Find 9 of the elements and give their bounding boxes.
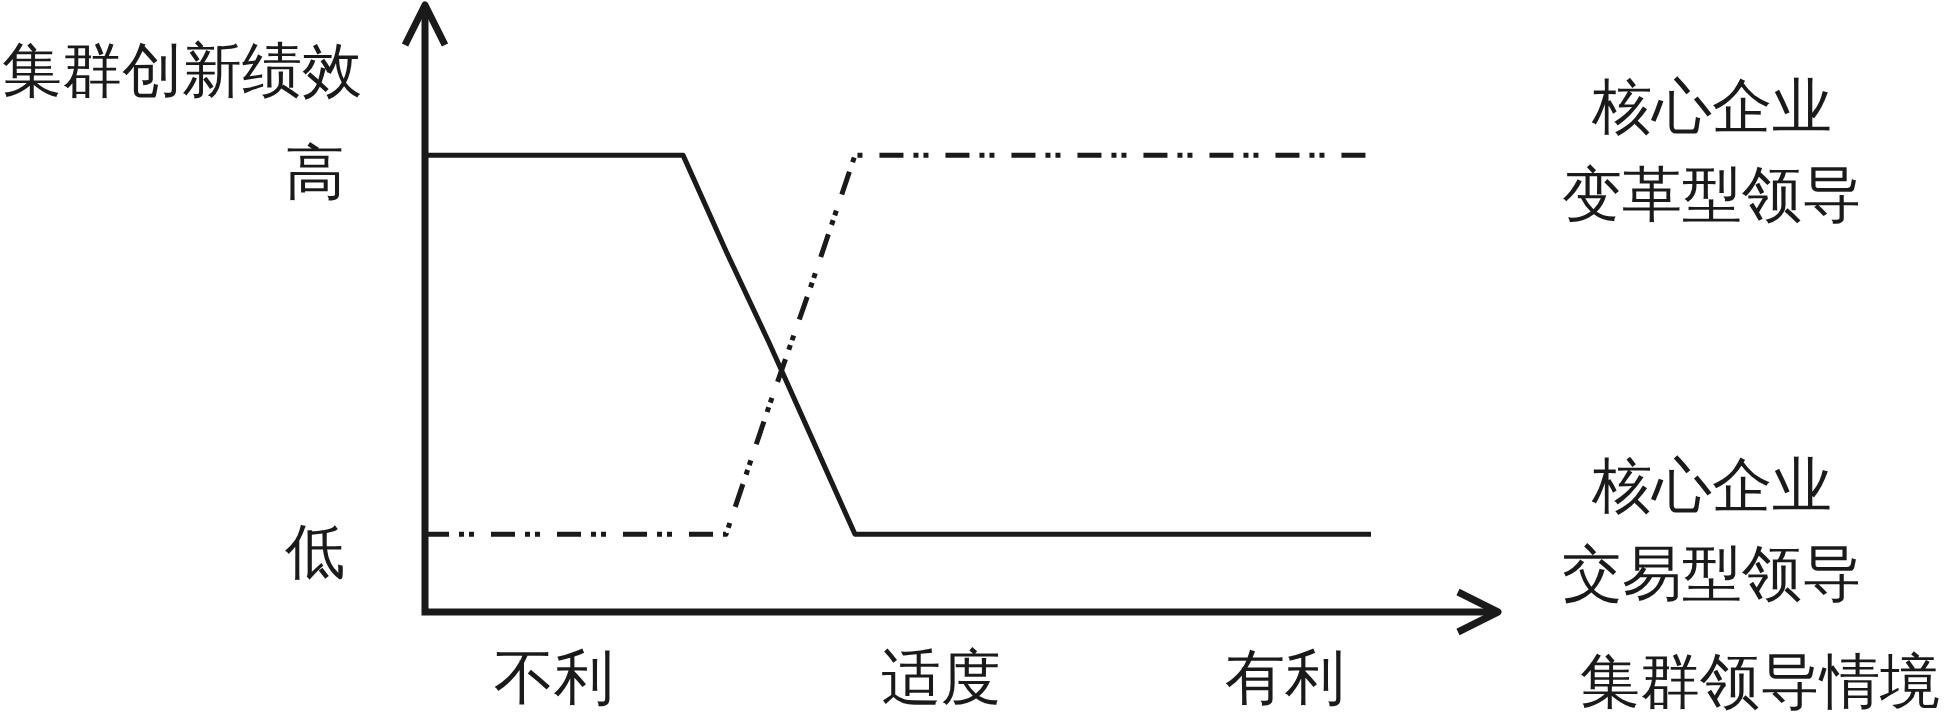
x-axis-title: 集群领导情境: [1580, 648, 1940, 715]
x-tick-label: 适度: [881, 644, 1001, 711]
y-axis-title: 集群创新绩效: [2, 37, 362, 104]
x-tick-label: 不利: [494, 644, 614, 711]
text: 核心企业变革型领导: [1562, 73, 1862, 228]
x-tick-label: 有利: [1225, 644, 1345, 711]
text: 低: [285, 519, 345, 586]
text: 高: [285, 139, 345, 206]
text: 核心企业交易型领导: [1562, 453, 1862, 608]
